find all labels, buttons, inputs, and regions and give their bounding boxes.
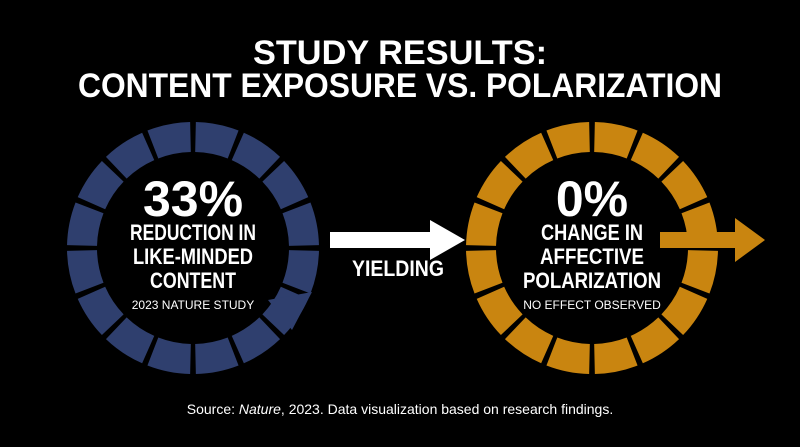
ring-segment	[466, 250, 503, 294]
ring-segment	[630, 132, 680, 179]
ring-segment	[594, 122, 638, 159]
ring-segment	[77, 160, 124, 210]
panel-label: CONTENT	[150, 268, 236, 293]
panel-label: LIKE-MINDED	[133, 244, 253, 269]
panel-figure: 0%	[556, 171, 628, 227]
ring-segment	[546, 337, 590, 374]
panel-note: 2023 NATURE STUDY	[132, 298, 254, 312]
ring-segment	[231, 317, 281, 364]
outcome-arrow	[660, 218, 765, 262]
connector-label: YIELDING	[352, 256, 444, 281]
ring-segment	[282, 250, 319, 294]
ring-segment	[105, 317, 155, 364]
panel-label: CHANGE IN	[541, 220, 643, 245]
ring-segment	[282, 202, 319, 246]
ring-segment	[231, 132, 281, 179]
ring-segment	[476, 160, 523, 210]
ring-segment	[661, 286, 708, 336]
ring-segment	[466, 202, 503, 246]
ring-segment	[77, 286, 124, 336]
source-suffix: , 2023. Data visualization based on rese…	[281, 401, 613, 417]
source-prefix: Source:	[187, 401, 239, 417]
ring-arrowhead	[268, 292, 312, 330]
source-publication: Nature	[239, 401, 281, 417]
panel-label: REDUCTION IN	[130, 220, 256, 245]
ring-segment	[681, 250, 718, 294]
ring-segment	[67, 202, 104, 246]
ring-segment	[147, 122, 191, 159]
panel-note: NO EFFECT OBSERVED	[523, 298, 661, 312]
ring-segment	[262, 160, 309, 210]
ring-segment	[630, 317, 680, 364]
ring-segment	[546, 122, 590, 159]
panel-figure: 33%	[143, 171, 243, 227]
ring-segment	[504, 317, 554, 364]
ring-segment	[195, 122, 239, 159]
connector-arrow	[330, 220, 465, 260]
ring-segment	[195, 337, 239, 374]
ring-segment	[147, 337, 191, 374]
ring-segment	[661, 160, 708, 210]
ring-segment	[67, 250, 104, 294]
rings	[67, 122, 718, 374]
title-line: STUDY RESULTS:	[253, 34, 547, 72]
panel-label: POLARIZATION	[523, 268, 661, 293]
panel-label: AFFECTIVE	[540, 244, 644, 269]
title-line: CONTENT EXPOSURE VS. POLARIZATION	[78, 67, 722, 105]
ring-segment	[594, 337, 638, 374]
source-line: Source: Nature, 2023. Data visualization…	[187, 401, 614, 417]
ring-segment	[105, 132, 155, 179]
ring-segment	[504, 132, 554, 179]
ring-segment	[476, 286, 523, 336]
